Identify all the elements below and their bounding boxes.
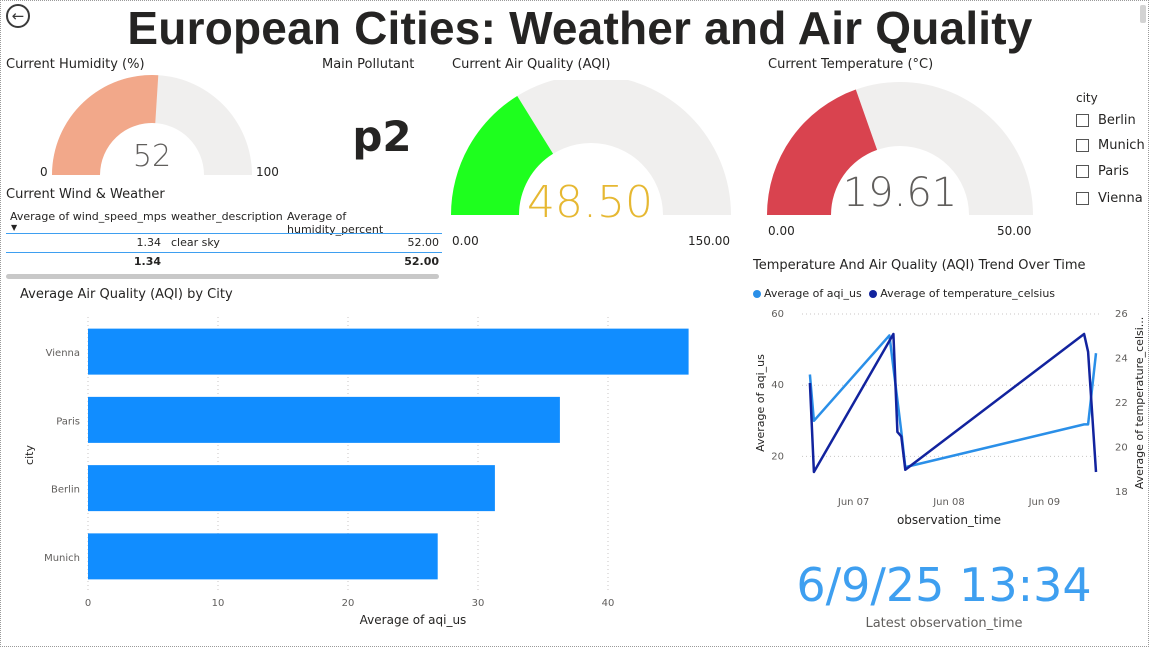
x-tick-label: Jun 07 — [837, 497, 870, 508]
y-category-label: Munich — [44, 553, 80, 564]
temperature-gauge-title: Current Temperature (°C) — [768, 57, 934, 72]
latest-observation-value: 6/9/25 13:34 — [796, 558, 1092, 612]
legend-marker-aqi — [753, 290, 761, 298]
y-left-tick-label: 20 — [771, 451, 784, 462]
aqi-max-label: 150.00 — [688, 234, 730, 248]
cell-humidity: 52.00 — [407, 236, 440, 249]
temperature-value: 19.61 — [842, 170, 958, 216]
back-arrow-icon[interactable]: ← — [6, 4, 30, 28]
series-line-1[interactable] — [808, 332, 1098, 474]
temperature-min-label: 0.00 — [768, 224, 795, 238]
temperature-gauge-fill — [767, 89, 878, 215]
pollutant-card-title: Main Pollutant — [322, 57, 415, 72]
checkbox-icon[interactable] — [1076, 114, 1089, 127]
y-right-tick-label: 22 — [1115, 398, 1128, 409]
y-left-tick-label: 60 — [771, 309, 784, 320]
aqi-gauge[interactable] — [440, 80, 740, 230]
humidity-gauge-fill — [52, 75, 159, 175]
cell-weather-description: clear sky — [171, 236, 220, 249]
legend-marker-temperature — [869, 290, 878, 298]
y-right-tick-label: 18 — [1115, 487, 1128, 498]
x-tick-label: Jun 09 — [1028, 497, 1061, 508]
slicer-item-berlin[interactable]: Berlin — [1076, 113, 1136, 128]
series-line-0[interactable] — [808, 334, 1098, 469]
aqi-gauge-fill — [451, 96, 554, 215]
y-right-axis-title: Average of temperature_celsi... — [1133, 317, 1146, 490]
humidity-min-label: 0 — [40, 165, 48, 179]
x-tick-label: 30 — [472, 598, 485, 609]
column-header-wind-speed[interactable]: Average of wind_speed_mps — [10, 210, 167, 223]
aqi-min-label: 0.00 — [452, 234, 479, 248]
temperature-gauge[interactable] — [755, 80, 1055, 220]
scrollbar-thumb[interactable] — [1140, 5, 1146, 23]
wind-weather-table[interactable]: Average of wind_speed_mps ▼ weather_desc… — [6, 205, 442, 285]
y-category-label: Paris — [56, 416, 80, 427]
y-right-tick-label: 26 — [1115, 309, 1128, 320]
y-left-tick-label: 40 — [771, 380, 784, 391]
slicer-item-vienna[interactable]: Vienna — [1076, 191, 1143, 206]
slicer-item-munich[interactable]: Munich — [1076, 138, 1145, 153]
temperature-max-label: 50.00 — [997, 224, 1032, 238]
sort-desc-icon[interactable]: ▼ — [11, 223, 18, 232]
humidity-max-label: 100 — [256, 165, 279, 179]
bar[interactable] — [88, 328, 689, 375]
line-chart-legend: Average of aqi_us Average of temperature… — [753, 287, 1055, 300]
checkbox-icon[interactable] — [1076, 139, 1089, 152]
bar[interactable] — [88, 396, 560, 443]
header-divider — [6, 233, 442, 234]
latest-observation-label: Latest observation_time — [865, 616, 1023, 631]
temp-aqi-trend-line-chart[interactable]: 60 40 20 26 24 22 20 18 Jun 07 Jun 08 Jun 09 Averag… — [740, 300, 1149, 535]
humidity-gauge-title: Current Humidity (%) — [6, 57, 145, 72]
y-axis-title: city — [23, 445, 36, 465]
bar[interactable] — [88, 533, 438, 580]
total-humidity: 52.00 — [404, 255, 439, 268]
x-axis-title: observation_time — [897, 513, 1001, 527]
checkbox-icon[interactable] — [1076, 192, 1089, 205]
x-tick-label: Jun 08 — [932, 497, 965, 508]
pollutant-value: p2 — [352, 112, 412, 161]
column-header-weather-description[interactable]: weather_description — [171, 210, 283, 223]
y-left-axis-title: Average of aqi_us — [754, 354, 767, 452]
x-tick-label: 40 — [602, 598, 615, 609]
legend-label-aqi: Average of aqi_us — [764, 287, 862, 300]
aqi-value: 48.50 — [527, 177, 653, 228]
row-divider — [6, 252, 442, 253]
y-category-label: Vienna — [46, 348, 80, 359]
slicer-item-paris[interactable]: Paris — [1076, 164, 1129, 179]
legend-label-temperature: Average of temperature_celsius — [880, 287, 1056, 300]
x-tick-label: 0 — [85, 598, 91, 609]
humidity-value: 52 — [132, 139, 172, 174]
city-slicer-title: city — [1076, 91, 1098, 105]
wind-table-title: Current Wind & Weather — [6, 187, 165, 202]
table-horizontal-scrollbar[interactable] — [6, 274, 439, 279]
cell-wind-speed: 1.34 — [136, 236, 162, 249]
x-tick-label: 20 — [342, 598, 355, 609]
total-wind-speed: 1.34 — [133, 255, 161, 268]
aqi-gauge-title: Current Air Quality (AQI) — [452, 57, 611, 72]
bar[interactable] — [88, 465, 495, 512]
y-right-tick-label: 20 — [1115, 443, 1128, 454]
y-category-label: Berlin — [51, 485, 80, 496]
humidity-gauge[interactable] — [0, 75, 300, 185]
checkbox-icon[interactable] — [1076, 165, 1089, 178]
x-tick-label: 10 — [212, 598, 225, 609]
line-chart-title: Temperature And Air Quality (AQI) Trend … — [753, 258, 1086, 273]
x-axis-title: Average of aqi_us — [360, 613, 467, 627]
bar-chart-title: Average Air Quality (AQI) by City — [20, 287, 233, 302]
y-right-tick-label: 24 — [1115, 354, 1128, 365]
aqi-by-city-bar-chart[interactable]: 0 10 20 30 40 Vienna Paris Berlin Munich city Aver… — [0, 305, 745, 635]
page-title: European Cities: Weather and Air Quality — [127, 2, 1033, 54]
column-header-humidity[interactable]: Average of humidity_percent — [287, 210, 384, 236]
